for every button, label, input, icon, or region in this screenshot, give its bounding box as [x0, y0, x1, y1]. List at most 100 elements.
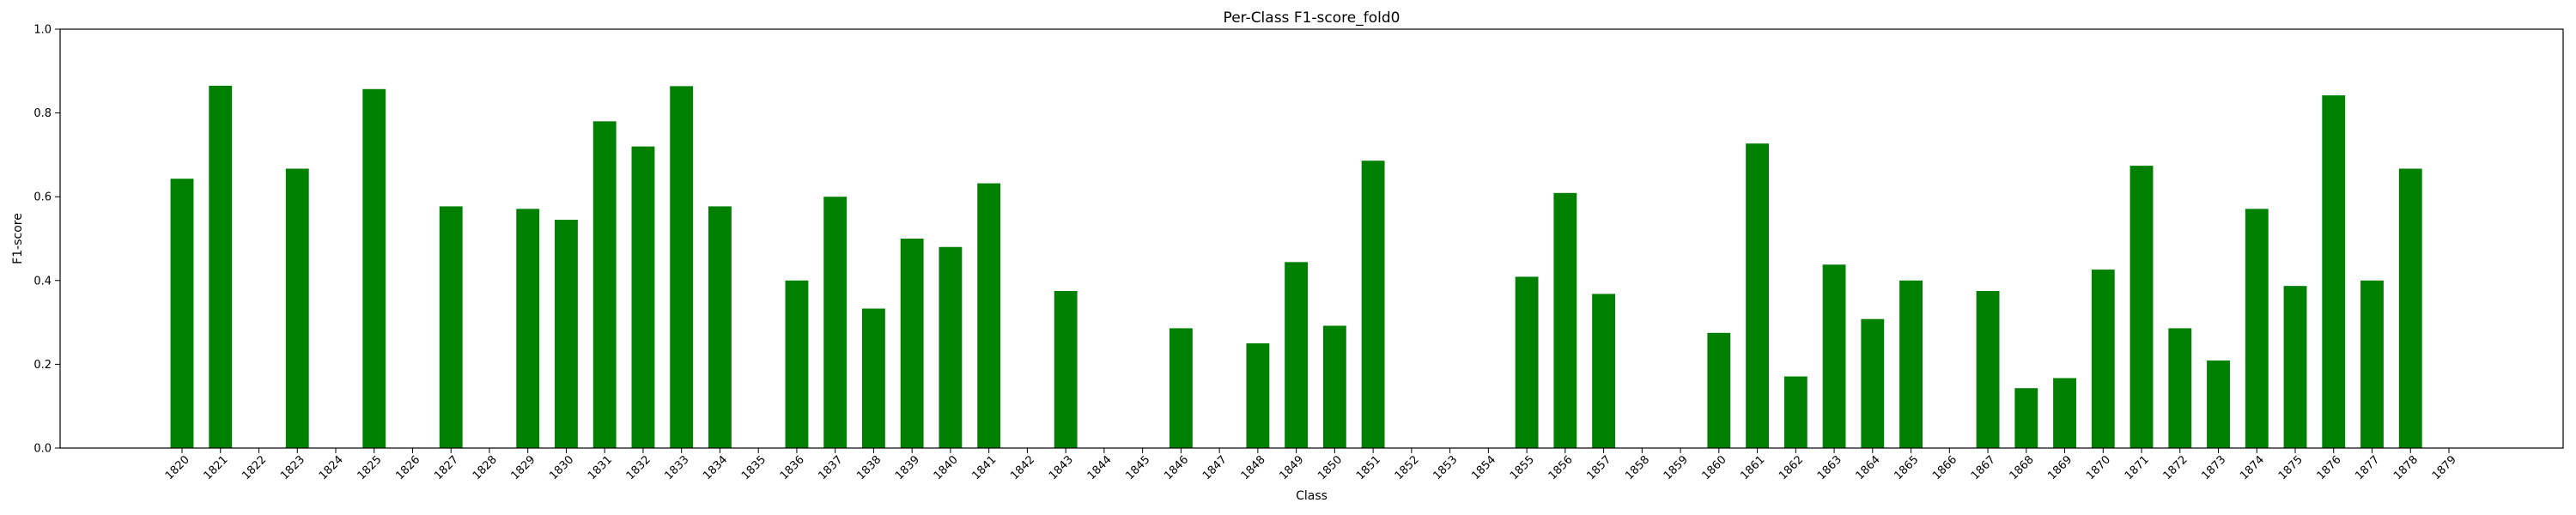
x-tick-label: 1879 [2430, 453, 2459, 482]
bar-1823 [285, 168, 309, 448]
x-tick-label: 1832 [624, 453, 653, 482]
bar-1829 [516, 209, 540, 448]
x-tick-label: 1851 [1354, 453, 1383, 482]
x-tick-label: 1843 [1047, 453, 1076, 482]
x-tick-label: 1876 [2315, 453, 2344, 482]
x-tick-label: 1871 [2123, 453, 2152, 482]
bars-layer [170, 85, 2422, 449]
x-tick-label: 1830 [547, 453, 576, 482]
x-tick-label: 1852 [1393, 453, 1422, 482]
bar-1837 [823, 197, 848, 448]
x-tick-label: 1833 [663, 453, 692, 482]
x-tick-label: 1867 [1969, 453, 1998, 482]
bar-1848 [1246, 343, 1270, 448]
x-tick-label: 1859 [1662, 453, 1691, 482]
x-tick-label: 1865 [1892, 453, 1921, 482]
x-tick-label: 1821 [202, 453, 231, 482]
bar-1825 [362, 88, 386, 448]
bar-1863 [1822, 264, 1846, 448]
bar-1849 [1285, 262, 1309, 448]
bar-1834 [708, 206, 732, 449]
x-tick-label: 1840 [932, 453, 961, 482]
y-tick-label: 0.0 [33, 443, 52, 456]
y-axis: 0.0 0.2 0.4 0.6 0.8 1.0 [33, 24, 60, 456]
x-tick-label: 1826 [393, 453, 422, 482]
x-tick-label: 1838 [854, 453, 884, 482]
x-tick-label: 1875 [2276, 453, 2306, 482]
bar-1872 [2168, 328, 2192, 448]
bar-1876 [2322, 95, 2346, 448]
x-tick-label: 1820 [163, 453, 192, 482]
y-tick-label: 0.6 [33, 191, 52, 204]
y-tick-label: 0.2 [33, 359, 52, 372]
bar-1873 [2207, 360, 2230, 448]
x-tick-label: 1841 [969, 453, 999, 482]
bar-1827 [439, 206, 463, 449]
bar-1841 [977, 183, 1001, 448]
x-tick-label: 1864 [1854, 453, 1883, 482]
x-tick-label: 1861 [1738, 453, 1767, 482]
bar-1832 [631, 146, 655, 448]
bar-1843 [1054, 291, 1078, 448]
bar-1846 [1169, 328, 1193, 448]
x-axis-title: Class [1296, 489, 1327, 503]
x-tick-label: 1858 [1623, 453, 1652, 482]
bar-1862 [1783, 376, 1807, 448]
x-tick-label: 1854 [1469, 453, 1498, 482]
bar-1877 [2360, 280, 2384, 448]
y-tick-label: 0.4 [33, 275, 52, 288]
x-tick-label: 1847 [1200, 453, 1230, 482]
x-tick-label: 1877 [2353, 453, 2382, 482]
plot-frame [59, 28, 2564, 449]
x-tick-label: 1873 [2199, 453, 2228, 482]
bar-1855 [1515, 276, 1539, 448]
bar-1831 [592, 121, 617, 449]
x-tick-label: 1856 [1546, 453, 1576, 482]
bar-1864 [1861, 318, 1885, 448]
bar-1878 [2398, 168, 2422, 448]
bar-1857 [1592, 294, 1616, 448]
x-tick-label: 1868 [2008, 453, 2037, 482]
y-tick-label: 0.8 [33, 107, 52, 120]
x-tick-label: 1823 [278, 453, 307, 482]
bar-1867 [1976, 291, 2000, 448]
x-tick-label: 1863 [1815, 453, 1844, 482]
chart-title: Per-Class F1-score_fold0 [1224, 9, 1400, 27]
bar-1833 [670, 86, 694, 449]
x-tick-label: 1850 [1315, 453, 1345, 482]
bar-1868 [2014, 388, 2038, 448]
x-tick-label: 1849 [1277, 453, 1306, 482]
bar-1820 [170, 179, 194, 448]
x-tick-label: 1835 [739, 453, 769, 482]
bar-1840 [939, 246, 963, 448]
bar-1839 [900, 239, 924, 448]
bar-1851 [1361, 161, 1385, 449]
x-tick-label: 1822 [240, 453, 269, 482]
x-tick-label: 1842 [1008, 453, 1037, 482]
x-tick-label: 1870 [2084, 453, 2113, 482]
x-tick-label: 1853 [1431, 453, 1460, 482]
x-tick-label: 1828 [471, 453, 500, 482]
x-tick-label: 1831 [586, 453, 615, 482]
x-tick-label: 1857 [1584, 453, 1613, 482]
bar-1865 [1899, 280, 1923, 448]
x-tick-label: 1860 [1700, 453, 1729, 482]
bar-1861 [1746, 143, 1769, 448]
x-tick-label: 1869 [2045, 453, 2075, 482]
bar-1850 [1322, 325, 1346, 448]
x-tick-label: 1874 [2238, 453, 2267, 482]
bar-1875 [2283, 286, 2307, 448]
x-tick-label: 1829 [509, 453, 538, 482]
x-tick-label: 1848 [1239, 453, 1268, 482]
x-tick-label: 1837 [816, 453, 845, 482]
x-tick-label: 1846 [1162, 453, 1191, 482]
x-tick-label: 1878 [2391, 453, 2421, 482]
x-tick-label: 1839 [893, 453, 922, 482]
bar-1830 [555, 220, 578, 448]
bar-1856 [1553, 192, 1577, 448]
x-tick-label: 1844 [1085, 453, 1115, 482]
y-tick-label: 1.0 [33, 24, 52, 37]
x-tick-label: 1825 [355, 453, 385, 482]
x-tick-label: 1855 [1508, 453, 1537, 482]
